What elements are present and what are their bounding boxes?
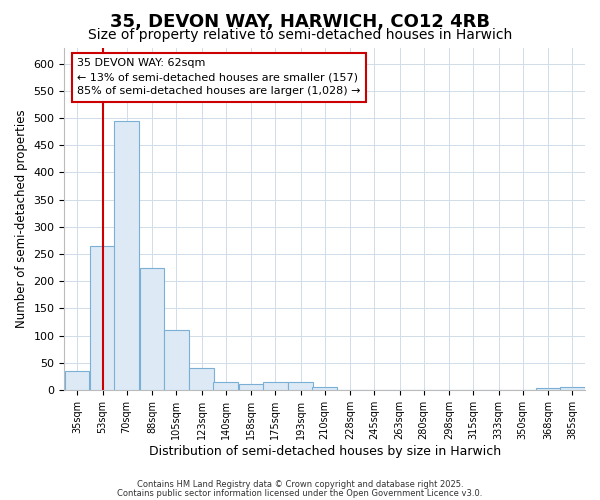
Bar xyxy=(239,384,263,390)
Y-axis label: Number of semi-detached properties: Number of semi-detached properties xyxy=(15,110,28,328)
X-axis label: Distribution of semi-detached houses by size in Harwich: Distribution of semi-detached houses by … xyxy=(149,444,501,458)
Bar xyxy=(214,382,238,390)
Bar xyxy=(189,368,214,390)
Bar xyxy=(313,386,337,390)
Bar xyxy=(263,382,287,390)
Bar xyxy=(114,121,139,390)
Text: 35, DEVON WAY, HARWICH, CO12 4RB: 35, DEVON WAY, HARWICH, CO12 4RB xyxy=(110,12,490,30)
Bar xyxy=(536,388,560,390)
Bar xyxy=(289,382,313,390)
Bar xyxy=(164,330,188,390)
Bar xyxy=(140,268,164,390)
Bar xyxy=(65,371,89,390)
Bar xyxy=(560,387,584,390)
Text: Contains public sector information licensed under the Open Government Licence v3: Contains public sector information licen… xyxy=(118,488,482,498)
Text: Contains HM Land Registry data © Crown copyright and database right 2025.: Contains HM Land Registry data © Crown c… xyxy=(137,480,463,489)
Text: 35 DEVON WAY: 62sqm
← 13% of semi-detached houses are smaller (157)
85% of semi-: 35 DEVON WAY: 62sqm ← 13% of semi-detach… xyxy=(77,58,361,96)
Text: Size of property relative to semi-detached houses in Harwich: Size of property relative to semi-detach… xyxy=(88,28,512,42)
Bar xyxy=(90,246,115,390)
